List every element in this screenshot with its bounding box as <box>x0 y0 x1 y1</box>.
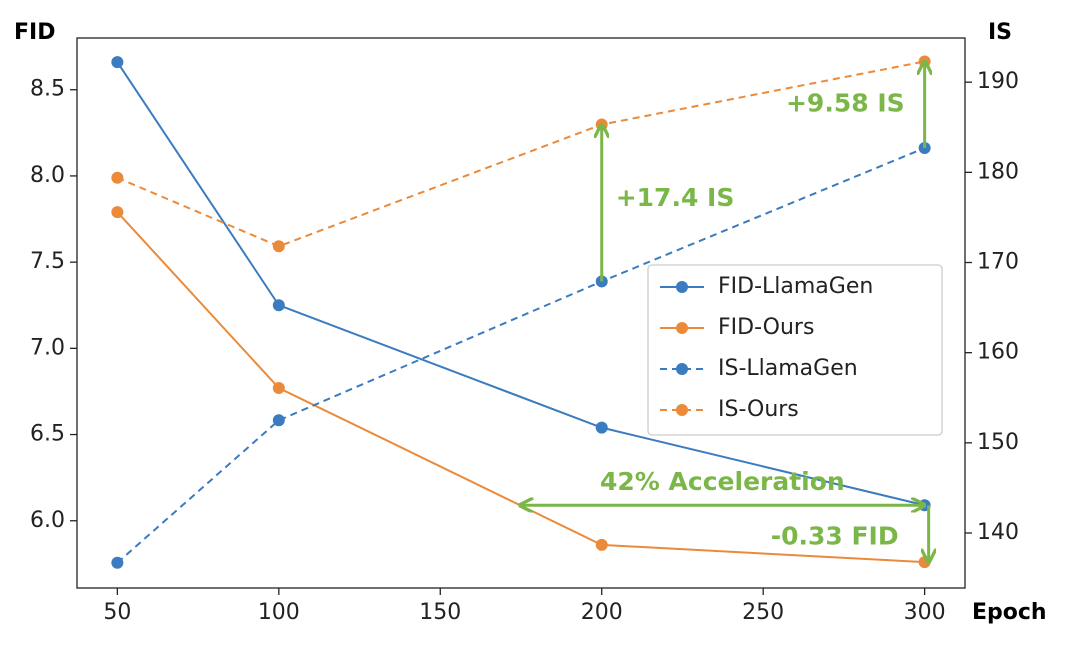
y2-axis-title: IS <box>988 20 1012 45</box>
y-tick-label: 8.0 <box>30 163 65 188</box>
y-axis-title: FID <box>14 20 55 45</box>
data-point <box>111 56 124 69</box>
x-tick-label: 200 <box>581 600 623 625</box>
series-line <box>116 60 925 248</box>
x-axis-title: Epoch <box>972 600 1047 625</box>
data-point <box>272 299 285 312</box>
annotation: 42% Acceleration <box>600 467 845 496</box>
x-tick-label: 50 <box>103 600 131 625</box>
legend-marker <box>676 281 688 293</box>
annotation: +9.58 IS <box>786 89 905 118</box>
x-tick-label: 100 <box>258 600 300 625</box>
legend-label: FID-LlamaGen <box>718 274 873 299</box>
legend-marker <box>676 404 688 416</box>
legend-label: FID-Ours <box>718 315 814 340</box>
plot-frame <box>76 37 966 589</box>
series-line <box>116 61 925 507</box>
legend-marker <box>676 363 688 375</box>
x-tick-label: 300 <box>904 600 946 625</box>
legend-label: IS-Ours <box>718 397 799 422</box>
annotation: +17.4 IS <box>616 183 735 212</box>
data-point <box>111 206 124 219</box>
series-line <box>116 211 925 564</box>
data-point <box>272 414 285 427</box>
y2-tick-label: 140 <box>977 520 1019 545</box>
data-point <box>272 382 285 394</box>
y2-tick-label: 180 <box>977 159 1019 184</box>
data-point <box>111 556 124 569</box>
y-tick-label: 8.5 <box>30 77 65 102</box>
data-point <box>111 171 124 184</box>
legend-marker <box>676 322 688 334</box>
y-tick-label: 7.0 <box>30 335 65 360</box>
data-point <box>595 421 608 434</box>
data-point <box>272 240 285 253</box>
x-tick-label: 150 <box>419 600 461 625</box>
x-tick-label: 250 <box>742 600 784 625</box>
data-point <box>595 538 608 551</box>
y2-tick-label: 160 <box>977 340 1019 365</box>
annotation: -0.33 FID <box>771 522 899 551</box>
legend-label: IS-LlamaGen <box>718 356 858 381</box>
y2-tick-label: 190 <box>977 69 1019 94</box>
y2-tick-label: 170 <box>977 250 1019 275</box>
y-tick-label: 6.5 <box>30 422 65 447</box>
y-tick-label: 6.0 <box>30 508 65 533</box>
y-tick-label: 7.5 <box>30 249 65 274</box>
y2-tick-label: 150 <box>977 430 1019 455</box>
legend-box <box>647 264 943 436</box>
